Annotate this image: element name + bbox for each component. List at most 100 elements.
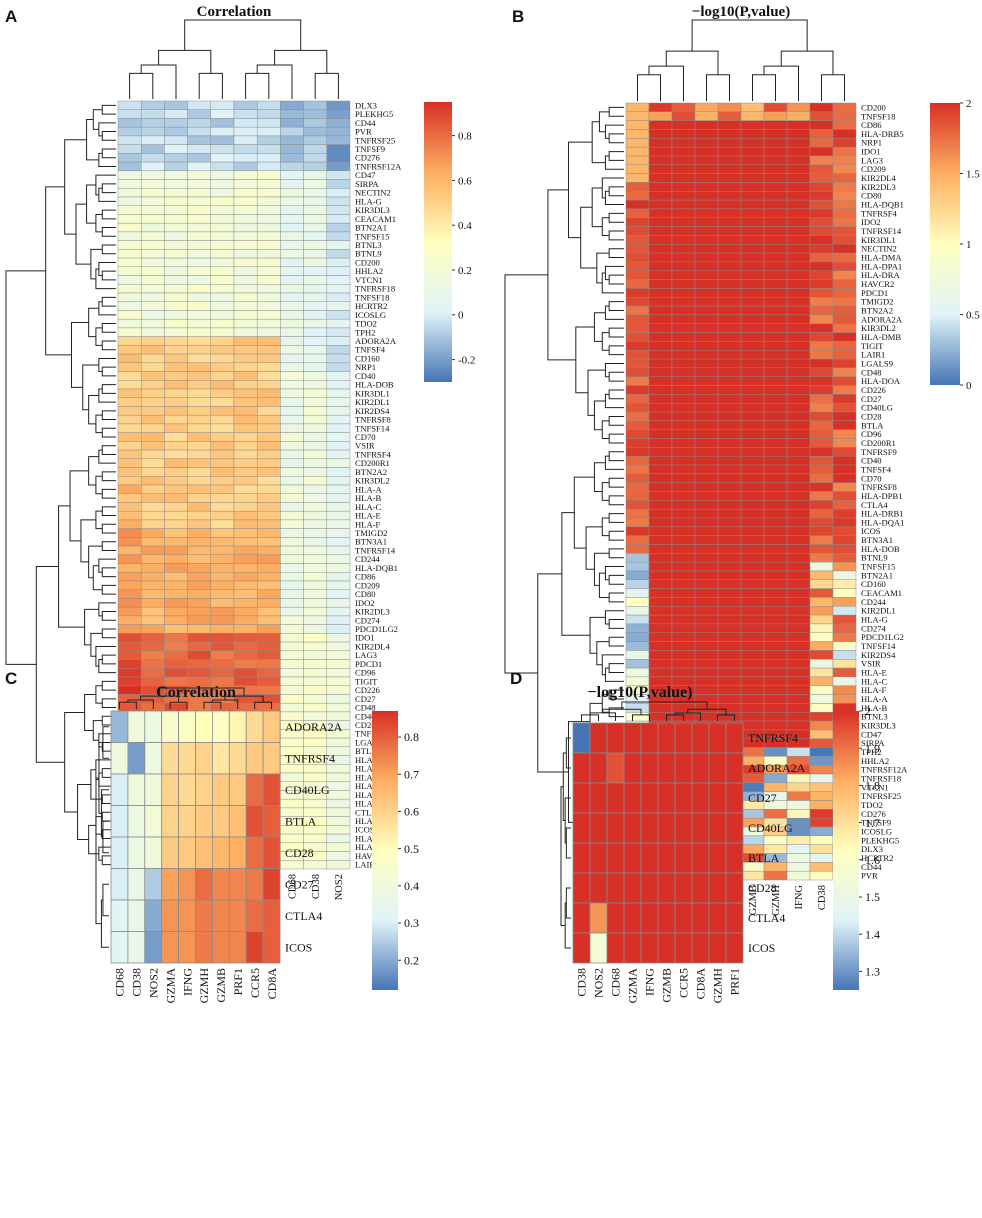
heatmap-cell [326, 676, 351, 686]
heatmap-cell [809, 235, 834, 245]
heatmap-cell [210, 257, 235, 268]
heatmap-cell [671, 429, 696, 439]
legend-tick-label: 0.4 [404, 879, 419, 893]
heatmap-cell [117, 606, 142, 617]
heatmap-cell [832, 350, 857, 360]
heatmap-cell [164, 214, 188, 224]
heatmap-cell [763, 870, 788, 881]
heatmap-cell [164, 100, 188, 110]
heatmap-cell [717, 420, 742, 430]
heatmap-cell [786, 164, 811, 174]
heatmap-cell [694, 650, 719, 660]
heatmap-cell [280, 502, 304, 512]
heatmap-cell [625, 235, 650, 245]
heatmap-cell [832, 279, 857, 289]
heatmap-cell [164, 510, 188, 521]
heatmap-cell [763, 508, 788, 519]
column-dendrogram [118, 687, 273, 709]
row-label: KIR3DL2 [355, 476, 390, 486]
panel-label: A [5, 7, 17, 26]
row-label: TNFRSF4 [285, 751, 335, 765]
row-label: LAG3 [355, 650, 377, 660]
dendrogram-branch [565, 887, 571, 919]
heatmap-cell [280, 650, 304, 660]
dendrogram-branch [88, 395, 99, 425]
heatmap-cell [809, 491, 834, 501]
heatmap-cell [694, 270, 719, 280]
heatmap-cell [187, 284, 212, 294]
row-label: KIR2DL4 [861, 173, 897, 183]
heatmap-cell [117, 205, 142, 215]
heatmap-cell [648, 650, 673, 660]
row-label: CD44 [861, 862, 882, 872]
column-label: IFNG [180, 968, 194, 996]
heatmap-cell [623, 932, 642, 964]
heatmap-cell [740, 561, 765, 572]
heatmap-cell [164, 493, 188, 503]
dendrogram-branch [593, 312, 606, 342]
row-label: NECTIN2 [861, 244, 897, 254]
row-label: KIR2DL1 [861, 606, 896, 616]
heatmap-cell [657, 932, 676, 964]
heatmap-cell [786, 473, 811, 483]
heatmap-cell [187, 266, 212, 276]
heatmap-cell [786, 235, 811, 245]
heatmap-cell [228, 773, 247, 806]
heatmap-cell [740, 429, 765, 439]
row-label: CD40LG [861, 403, 893, 413]
dendrogram-branch [608, 530, 624, 541]
dendrogram-branch [780, 50, 834, 75]
heatmap-cell [164, 266, 188, 276]
heatmap-cell [233, 310, 258, 320]
heatmap-cell [694, 447, 719, 457]
heatmap-cell [303, 650, 328, 660]
heatmap-cell [809, 376, 834, 386]
dendrogram-branch [604, 393, 624, 409]
heatmap-cell [164, 624, 188, 634]
heatmap-cell [210, 467, 235, 477]
heatmap-cell [164, 467, 188, 477]
heatmap-cell [832, 111, 857, 121]
column-label: GZMA [626, 968, 640, 1004]
heatmap-cell [110, 899, 129, 932]
heatmap-cell [326, 301, 351, 311]
dendrogram-branch [608, 151, 624, 161]
heatmap-cell [671, 323, 696, 333]
heatmap-cell [187, 161, 212, 172]
heatmap-cell [187, 257, 212, 268]
row-label: CTLA4 [748, 911, 785, 925]
heatmap-cell [280, 493, 304, 503]
heatmap-cell [326, 432, 351, 442]
heatmap-cell [623, 722, 642, 754]
heatmap-cell [140, 170, 165, 180]
heatmap-cell [262, 931, 281, 964]
heatmap-cell [187, 292, 212, 302]
heatmap-cell [164, 502, 188, 512]
legend-tick-label: 1.9 [865, 741, 880, 755]
heatmap-cell [326, 563, 351, 573]
heatmap-cell [233, 371, 258, 381]
heatmap-cell [740, 438, 765, 448]
heatmap-cell [303, 118, 328, 128]
heatmap-cell [694, 491, 719, 501]
heatmap-cell [187, 144, 212, 154]
legend-tick-label: 1.6 [865, 853, 880, 867]
heatmap-cell [210, 275, 235, 285]
heatmap-cell [256, 598, 281, 608]
legend-colorbar [833, 711, 859, 990]
heatmap-cell [763, 659, 788, 669]
heatmap-cell [717, 438, 742, 448]
heatmap-cell [740, 411, 765, 422]
heatmap-cell [763, 367, 788, 377]
heatmap-cell [694, 332, 719, 342]
color-legend: 0.80.70.60.50.40.30.2 [372, 711, 419, 990]
dendrogram-branch [90, 632, 103, 657]
heatmap-cell [625, 367, 650, 377]
heatmap-cell [256, 292, 281, 302]
heatmap-cell [326, 362, 351, 372]
heatmap-cell [740, 508, 765, 519]
heatmap-cell [694, 579, 719, 589]
dendrogram-branch [601, 517, 610, 537]
heatmap-cell [786, 217, 811, 227]
heatmap-cell [233, 563, 258, 573]
